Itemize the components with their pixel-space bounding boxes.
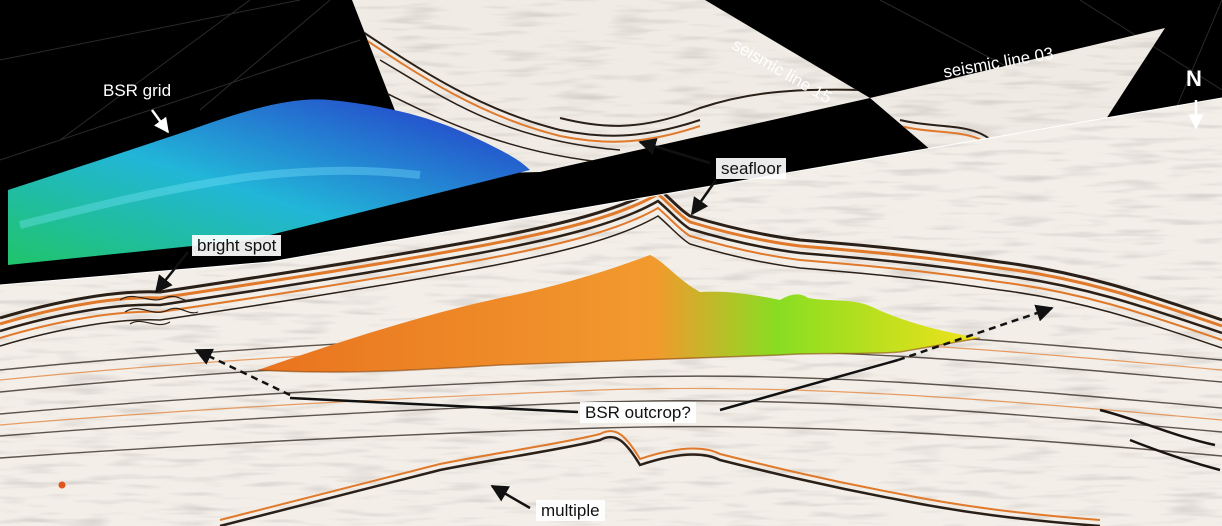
seafloor-arrow-2: [690, 179, 718, 216]
bsr-outcrop-arrow-right: [897, 304, 1054, 362]
seafloor-label: seafloor: [716, 158, 787, 179]
bsr-grid-label: BSR grid: [103, 81, 172, 100]
bsr-outcrop-label: BSR outcrop?: [580, 402, 696, 423]
marker-dot: [58, 481, 66, 489]
bright-spot-arrow: [154, 251, 189, 294]
bright-spot-label: bright spot: [192, 235, 282, 256]
multiple-arrow: [490, 484, 531, 510]
bsr-grid-arrow: [150, 109, 170, 134]
bsr-horizon-surface: [258, 255, 980, 373]
seafloor-arrow-1: [638, 138, 711, 165]
bsr-outcrop-line-right: [719, 358, 899, 412]
bsr-grid-surface: [8, 99, 530, 265]
multiple-label: multiple: [536, 500, 605, 521]
bsr-outcrop-arrow-left: [194, 348, 291, 397]
bsr-outcrop-line-left: [289, 396, 579, 414]
north-label: N: [1186, 66, 1202, 91]
